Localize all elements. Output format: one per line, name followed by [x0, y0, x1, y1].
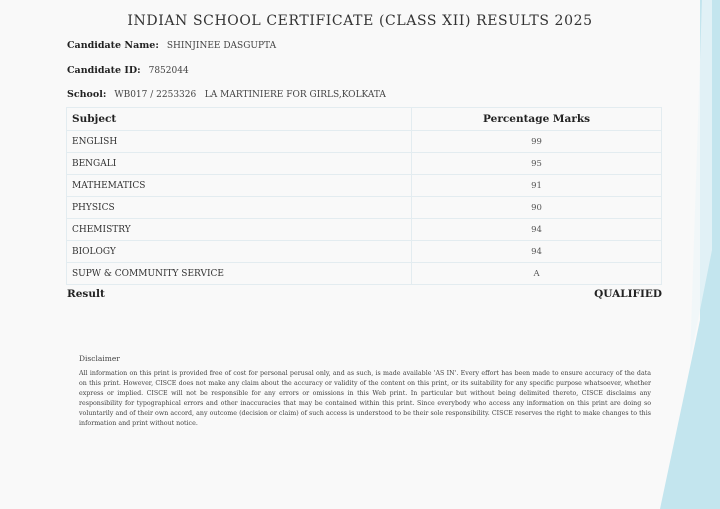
result-row: Result QUALIFIED: [67, 288, 662, 300]
school-row: School: WB017 / 2253326 LA MARTINIERE FOR…: [67, 89, 386, 100]
marks-cell: 94: [411, 240, 662, 263]
table-header: Subject Percentage Marks: [65, 107, 662, 131]
table-row: MATHEMATICS 91: [65, 174, 662, 197]
disclaimer-text: All information on this print is provide…: [79, 370, 651, 427]
table-row: SUPW & COMMUNITY SERVICE A: [65, 262, 662, 285]
school-label: School:: [67, 89, 107, 100]
marks-cell: 90: [411, 196, 662, 219]
subject-cell: CHEMISTRY: [65, 218, 413, 241]
table-row: BIOLOGY 94: [65, 240, 662, 263]
marks-cell: 94: [411, 218, 662, 241]
disclaimer-heading: Disclaimer: [79, 354, 120, 363]
subject-cell: ENGLISH: [65, 130, 413, 153]
result-value: QUALIFIED: [594, 288, 662, 300]
marks-cell: 91: [411, 174, 662, 197]
table-row: ENGLISH 99: [65, 130, 662, 153]
page-title: INDIAN SCHOOL CERTIFICATE (CLASS XII) RE…: [127, 13, 593, 29]
marks-cell: 95: [411, 152, 662, 175]
candidate-id-row: Candidate ID: 7852044: [67, 65, 189, 76]
table-row: PHYSICS 90: [65, 196, 662, 219]
marks-cell: A: [411, 262, 662, 285]
subject-header: Subject: [65, 107, 413, 131]
candidate-name: SHINJINEE DASGUPTA: [166, 41, 277, 51]
subject-cell: PHYSICS: [65, 196, 413, 219]
marks-table: Subject Percentage Marks ENGLISH 99 BENGAL…: [65, 107, 662, 285]
result-label: Result: [67, 288, 105, 300]
candidate-id-label: Candidate ID:: [67, 65, 141, 76]
school-name: WB017 / 2253326 LA MARTINIERE FOR GIRLS,…: [114, 90, 386, 100]
table-row: CHEMISTRY 94: [65, 218, 662, 241]
marks-header: Percentage Marks: [411, 107, 662, 131]
marks-cell: 99: [411, 130, 662, 153]
candidate-name-row: Candidate Name: SHINJINEE DASGUPTA: [67, 40, 276, 51]
subject-cell: SUPW & COMMUNITY SERVICE: [65, 262, 413, 285]
table-row: BENGALI 95: [65, 152, 662, 175]
candidate-name-label: Candidate Name:: [67, 40, 159, 51]
subject-cell: BENGALI: [65, 152, 413, 175]
subject-cell: BIOLOGY: [65, 240, 413, 263]
subject-cell: MATHEMATICS: [65, 174, 413, 197]
candidate-id: 7852044: [148, 66, 189, 76]
